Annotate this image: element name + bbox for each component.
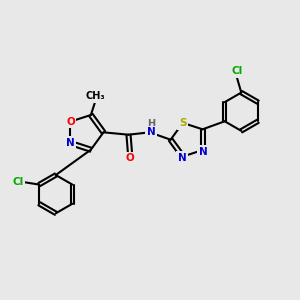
Text: N: N [199, 147, 208, 157]
Text: N: N [66, 138, 75, 148]
Text: H: H [147, 119, 155, 129]
Text: CH₃: CH₃ [85, 91, 105, 101]
Text: O: O [66, 117, 75, 127]
Text: Cl: Cl [12, 177, 24, 187]
Text: Cl: Cl [231, 66, 242, 76]
Text: N: N [178, 153, 187, 163]
Text: S: S [179, 118, 187, 128]
Text: N: N [147, 127, 156, 137]
Text: O: O [126, 153, 134, 163]
